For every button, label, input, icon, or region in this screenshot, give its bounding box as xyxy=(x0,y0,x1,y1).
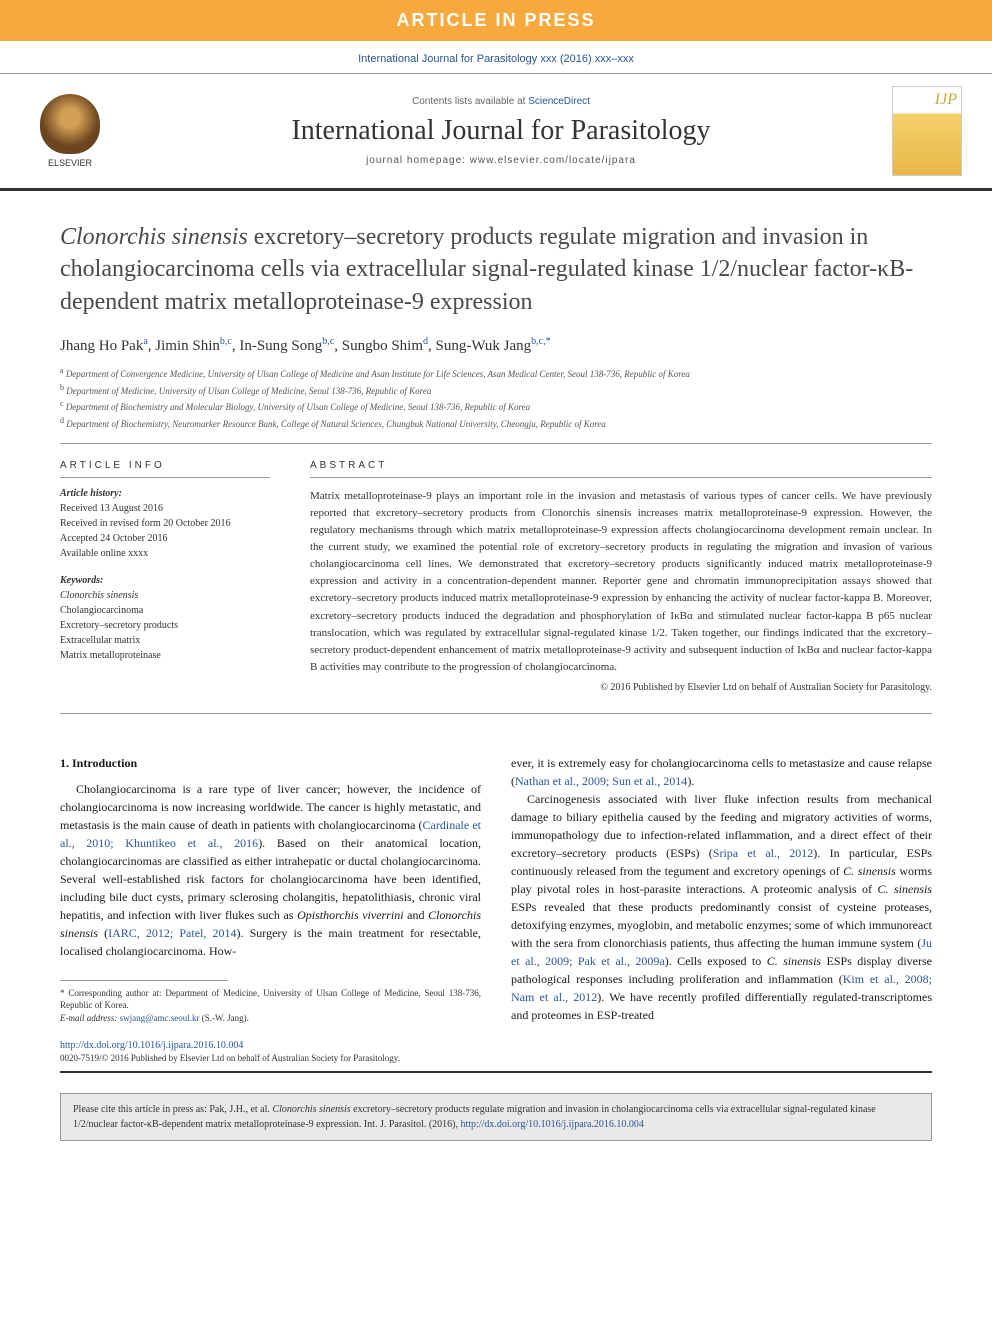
affiliation: a Department of Convergence Medicine, Un… xyxy=(60,365,932,382)
contents-prefix: Contents lists available at xyxy=(412,96,528,107)
history-label: Article history: xyxy=(60,488,270,499)
journal-reference: International Journal for Parasitology x… xyxy=(0,41,992,73)
keywords-text: Clonorchis sinensisCholangiocarcinomaExc… xyxy=(60,588,270,663)
email-suffix: (S.-W. Jang). xyxy=(199,1013,248,1023)
author: Jimin Shin xyxy=(155,338,220,354)
author: In-Sung Song xyxy=(239,338,322,354)
elsevier-tree-icon xyxy=(40,94,100,154)
article-info-heading: ARTICLE INFO xyxy=(60,460,270,478)
sciencedirect-link[interactable]: ScienceDirect xyxy=(528,96,590,107)
affiliations: a Department of Convergence Medicine, Un… xyxy=(60,365,932,444)
elsevier-label: ELSEVIER xyxy=(48,158,92,168)
affiliation: b Department of Medicine, University of … xyxy=(60,382,932,399)
affiliation: c Department of Biochemistry and Molecul… xyxy=(60,398,932,415)
author-affil-link[interactable]: a xyxy=(143,336,147,347)
species-name: C. sinensis xyxy=(878,882,933,896)
cite-species: Clonorchis sinensis xyxy=(272,1104,350,1115)
author: Sung-Wuk Jang xyxy=(436,338,532,354)
abstract-copyright: © 2016 Published by Elsevier Ltd on beha… xyxy=(310,682,932,693)
author: Sungbo Shim xyxy=(342,338,423,354)
author-list: Jhang Ho Paka, Jimin Shinb,c, In-Sung So… xyxy=(60,336,932,355)
species-name: C. sinensis xyxy=(843,864,896,878)
email-footnote: E-mail address: swjang@amc.seoul.kr (S.-… xyxy=(60,1012,481,1025)
author-affil-link[interactable]: b,c xyxy=(220,336,232,347)
cite-prefix: Please cite this article in press as: Pa… xyxy=(73,1104,272,1115)
body-columns: 1. Introduction Cholangiocarcinoma is a … xyxy=(60,754,932,1025)
body-text: Cholangiocarcinoma is a rare type of liv… xyxy=(60,782,481,832)
affiliation: d Department of Biochemistry, Neuromarke… xyxy=(60,415,932,432)
history-text: Received 13 August 2016Received in revis… xyxy=(60,501,270,561)
body-column-right: ever, it is extremely easy for cholangio… xyxy=(511,754,932,1025)
abstract-text: Matrix metalloproteinase-9 plays an impo… xyxy=(310,488,932,676)
journal-name: International Journal for Parasitology xyxy=(130,115,872,147)
body-text: ). xyxy=(687,774,694,788)
contents-line: Contents lists available at ScienceDirec… xyxy=(130,96,872,107)
citation-link[interactable]: Nathan et al., 2009; Sun et al., 2014 xyxy=(515,774,687,788)
header-center: Contents lists available at ScienceDirec… xyxy=(110,96,892,166)
article-title: Clonorchis sinensis excretory–secretory … xyxy=(60,221,932,318)
author-affil-link[interactable]: d xyxy=(423,336,428,347)
body-text: and xyxy=(404,908,429,922)
species-name: Opisthorchis viverrini xyxy=(297,908,403,922)
body-column-left: 1. Introduction Cholangiocarcinoma is a … xyxy=(60,754,481,1025)
ijp-cover-label: IJP xyxy=(935,91,957,109)
article-in-press-banner: ARTICLE IN PRESS xyxy=(0,0,992,41)
doi-link[interactable]: http://dx.doi.org/10.1016/j.ijpara.2016.… xyxy=(60,1040,243,1051)
cite-box: Please cite this article in press as: Pa… xyxy=(60,1093,932,1141)
keywords-label: Keywords: xyxy=(60,575,270,586)
footnote-separator xyxy=(60,980,228,987)
article-info: ARTICLE INFO Article history: Received 1… xyxy=(60,460,270,693)
abstract-column: ABSTRACT Matrix metalloproteinase-9 play… xyxy=(310,460,932,693)
author-affil-link[interactable]: b,c,* xyxy=(531,336,550,347)
email-link[interactable]: swjang@amc.seoul.kr xyxy=(120,1013,200,1023)
body-text: ). Cells exposed to xyxy=(665,954,767,968)
body-text: ( xyxy=(98,926,108,940)
elsevier-logo: ELSEVIER xyxy=(30,86,110,176)
body-text: ESPs revealed that these products predom… xyxy=(511,900,932,950)
citation-link[interactable]: IARC, 2012; Patel, 2014 xyxy=(108,926,236,940)
abstract-heading: ABSTRACT xyxy=(310,460,932,478)
author: Jhang Ho Pak xyxy=(60,338,143,354)
journal-header: ELSEVIER Contents lists available at Sci… xyxy=(0,73,992,191)
author-affil-link[interactable]: b,c xyxy=(322,336,334,347)
corresponding-author: * Corresponding author at: Department of… xyxy=(60,987,481,1012)
cite-doi-link[interactable]: http://dx.doi.org/10.1016/j.ijpara.2016.… xyxy=(461,1119,644,1130)
title-species: Clonorchis sinensis xyxy=(60,224,248,250)
issn-copyright: 0020-7519/© 2016 Published by Elsevier L… xyxy=(60,1053,932,1073)
citation-link[interactable]: Sripa et al., 2012 xyxy=(713,846,814,860)
species-name: C. sinensis xyxy=(767,954,821,968)
intro-heading: 1. Introduction xyxy=(60,754,481,772)
journal-cover-thumbnail: IJP xyxy=(892,86,962,176)
email-label: E-mail address: xyxy=(60,1013,120,1023)
doi-line: http://dx.doi.org/10.1016/j.ijpara.2016.… xyxy=(60,1036,932,1051)
journal-homepage: journal homepage: www.elsevier.com/locat… xyxy=(130,155,872,166)
